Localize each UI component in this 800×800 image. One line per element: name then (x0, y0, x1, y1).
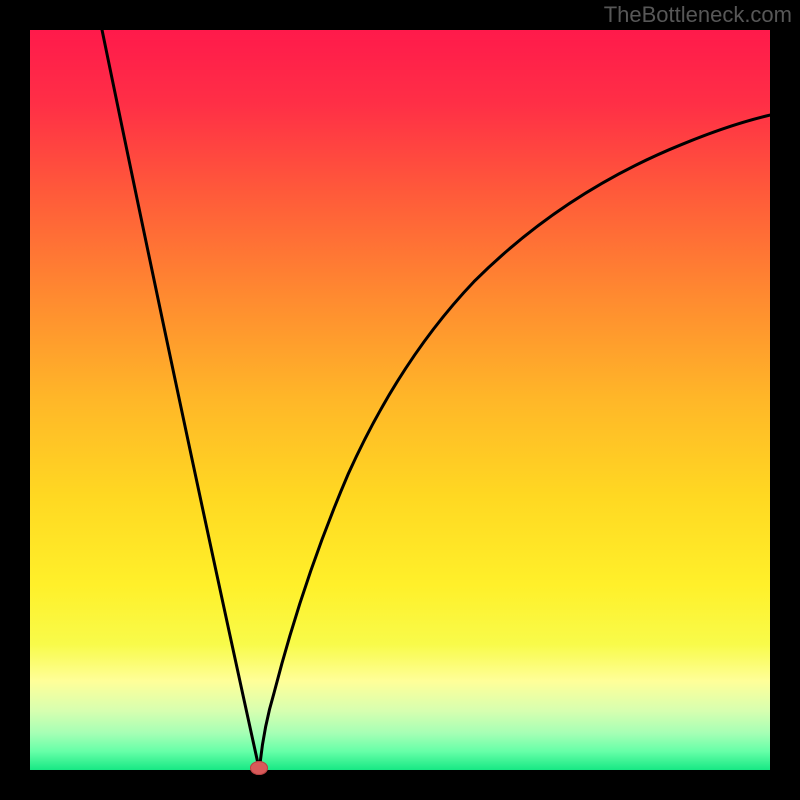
chart-canvas: TheBottleneck.com (0, 0, 800, 800)
bottleneck-curve (30, 30, 770, 770)
bottleneck-marker (250, 761, 268, 775)
plot-area (30, 30, 770, 770)
watermark-text: TheBottleneck.com (604, 2, 792, 28)
